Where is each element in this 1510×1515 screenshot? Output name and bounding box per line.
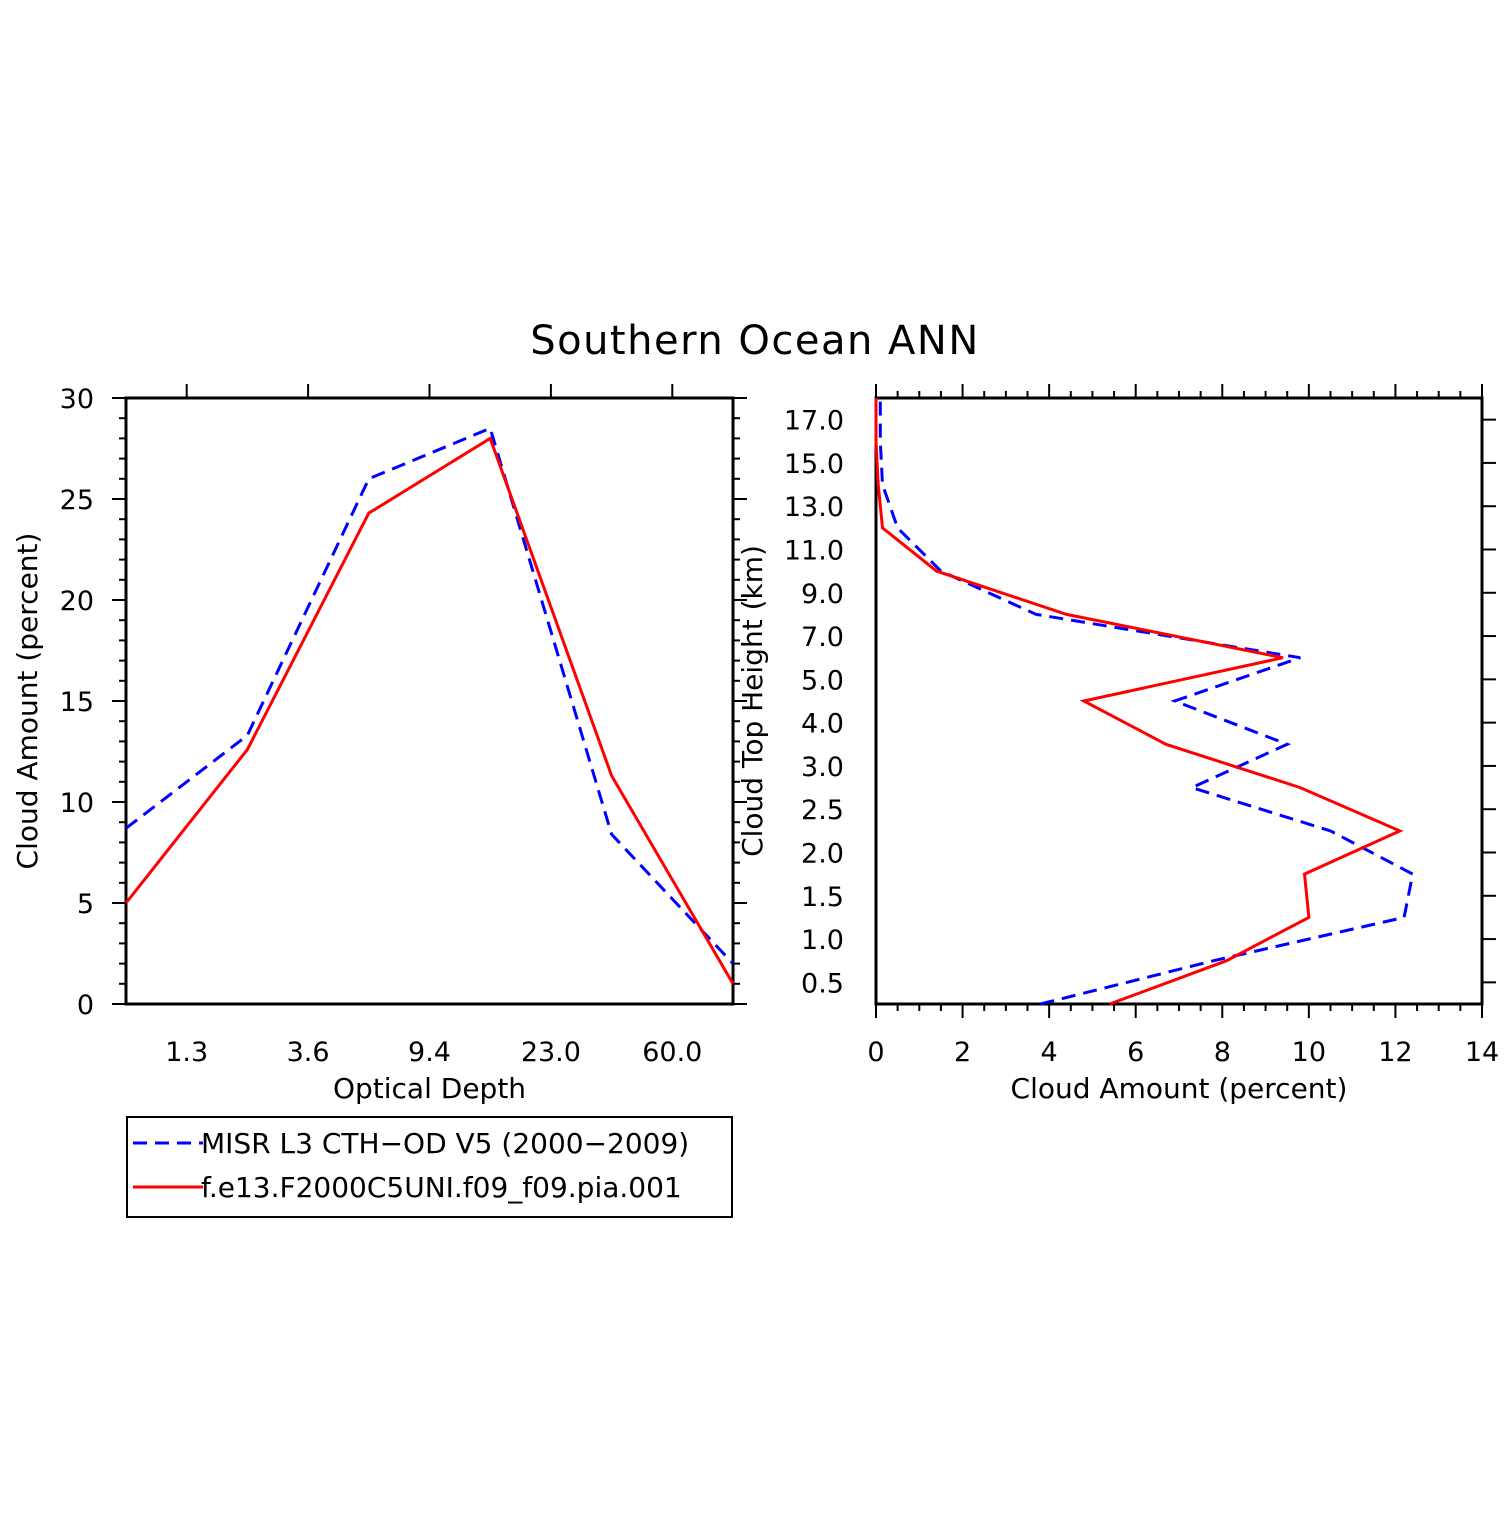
series-line-misr <box>125 426 735 965</box>
x-tick-label: 10 <box>1292 1037 1326 1068</box>
series-line-model <box>124 436 735 985</box>
x-tick-label: 60.0 <box>642 1037 702 1068</box>
y-tick-label: 13.0 <box>784 492 844 523</box>
y-tick-label: 10 <box>60 788 94 819</box>
chart-title: Southern Ocean ANN <box>530 318 980 364</box>
y-tick-label: 30 <box>60 384 94 415</box>
y-tick-label: 15.0 <box>784 449 844 480</box>
y-tick-label: 0.5 <box>801 968 844 999</box>
legend-box <box>126 1116 733 1218</box>
y-tick-label: 2.0 <box>801 839 844 870</box>
x-tick-label: 8 <box>1214 1037 1231 1068</box>
y-tick-label: 7.0 <box>801 622 844 653</box>
y-tick-label: 25 <box>60 485 94 516</box>
x-tick-label: 12 <box>1378 1037 1412 1068</box>
series-line-model <box>874 398 1404 1006</box>
x-tick-label: 9.4 <box>408 1037 451 1068</box>
y-tick-label: 11.0 <box>784 536 844 567</box>
x-tick-label: 14 <box>1465 1037 1499 1068</box>
x-tick-label: 4 <box>1041 1037 1058 1068</box>
y-axis-label: Cloud Amount (percent) <box>11 533 44 870</box>
x-tick-label: 1.3 <box>165 1037 208 1068</box>
y-tick-label: 5.0 <box>801 665 844 696</box>
x-axis-label: Cloud Amount (percent) <box>1011 1072 1348 1105</box>
y-tick-label: 0 <box>77 990 94 1021</box>
legend-label: f.e13.F2000C5UNI.f09_f09.pia.001 <box>201 1171 682 1204</box>
x-tick-label: 0 <box>867 1037 884 1068</box>
x-tick-label: 6 <box>1127 1037 1144 1068</box>
optical-depth-panel: 0 5 10 15 20 25 30 1.3 3.6 9.4 23.0 60.0 Optical Dep… <box>11 384 747 1105</box>
y-tick-label: 5 <box>77 889 94 920</box>
y-tick-label: 2.5 <box>801 795 844 826</box>
x-tick-label: 23.0 <box>521 1037 581 1068</box>
x-axis-label: Optical Depth <box>333 1072 526 1105</box>
y-tick-label: 1.0 <box>801 925 844 956</box>
x-tick-label: 3.6 <box>287 1037 330 1068</box>
cloud-top-height-panel: 0 2 4 6 8 10 12 14 0.5 1.0 1.5 2.0 2.5 3.0 4.0 5.0 7.0 9.… <box>736 384 1499 1105</box>
y-tick-label: 1.5 <box>801 882 844 913</box>
plot-frame <box>124 396 735 1006</box>
y-tick-label: 15 <box>60 687 94 718</box>
y-axis-label: Cloud Top Height (km) <box>736 545 769 857</box>
legend-label: MISR L3 CTH−OD V5 (2000−2009) <box>201 1127 689 1160</box>
y-tick-label: 3.0 <box>801 752 844 783</box>
series-line-misr <box>878 398 1415 1006</box>
legend: MISR L3 CTH−OD V5 (2000−2009) f.e13.F2000… <box>126 1116 733 1218</box>
y-tick-label: 4.0 <box>801 709 844 740</box>
x-tick-label: 2 <box>954 1037 971 1068</box>
y-tick-label: 17.0 <box>784 406 844 437</box>
y-tick-label: 9.0 <box>801 579 844 610</box>
y-tick-label: 20 <box>60 586 94 617</box>
